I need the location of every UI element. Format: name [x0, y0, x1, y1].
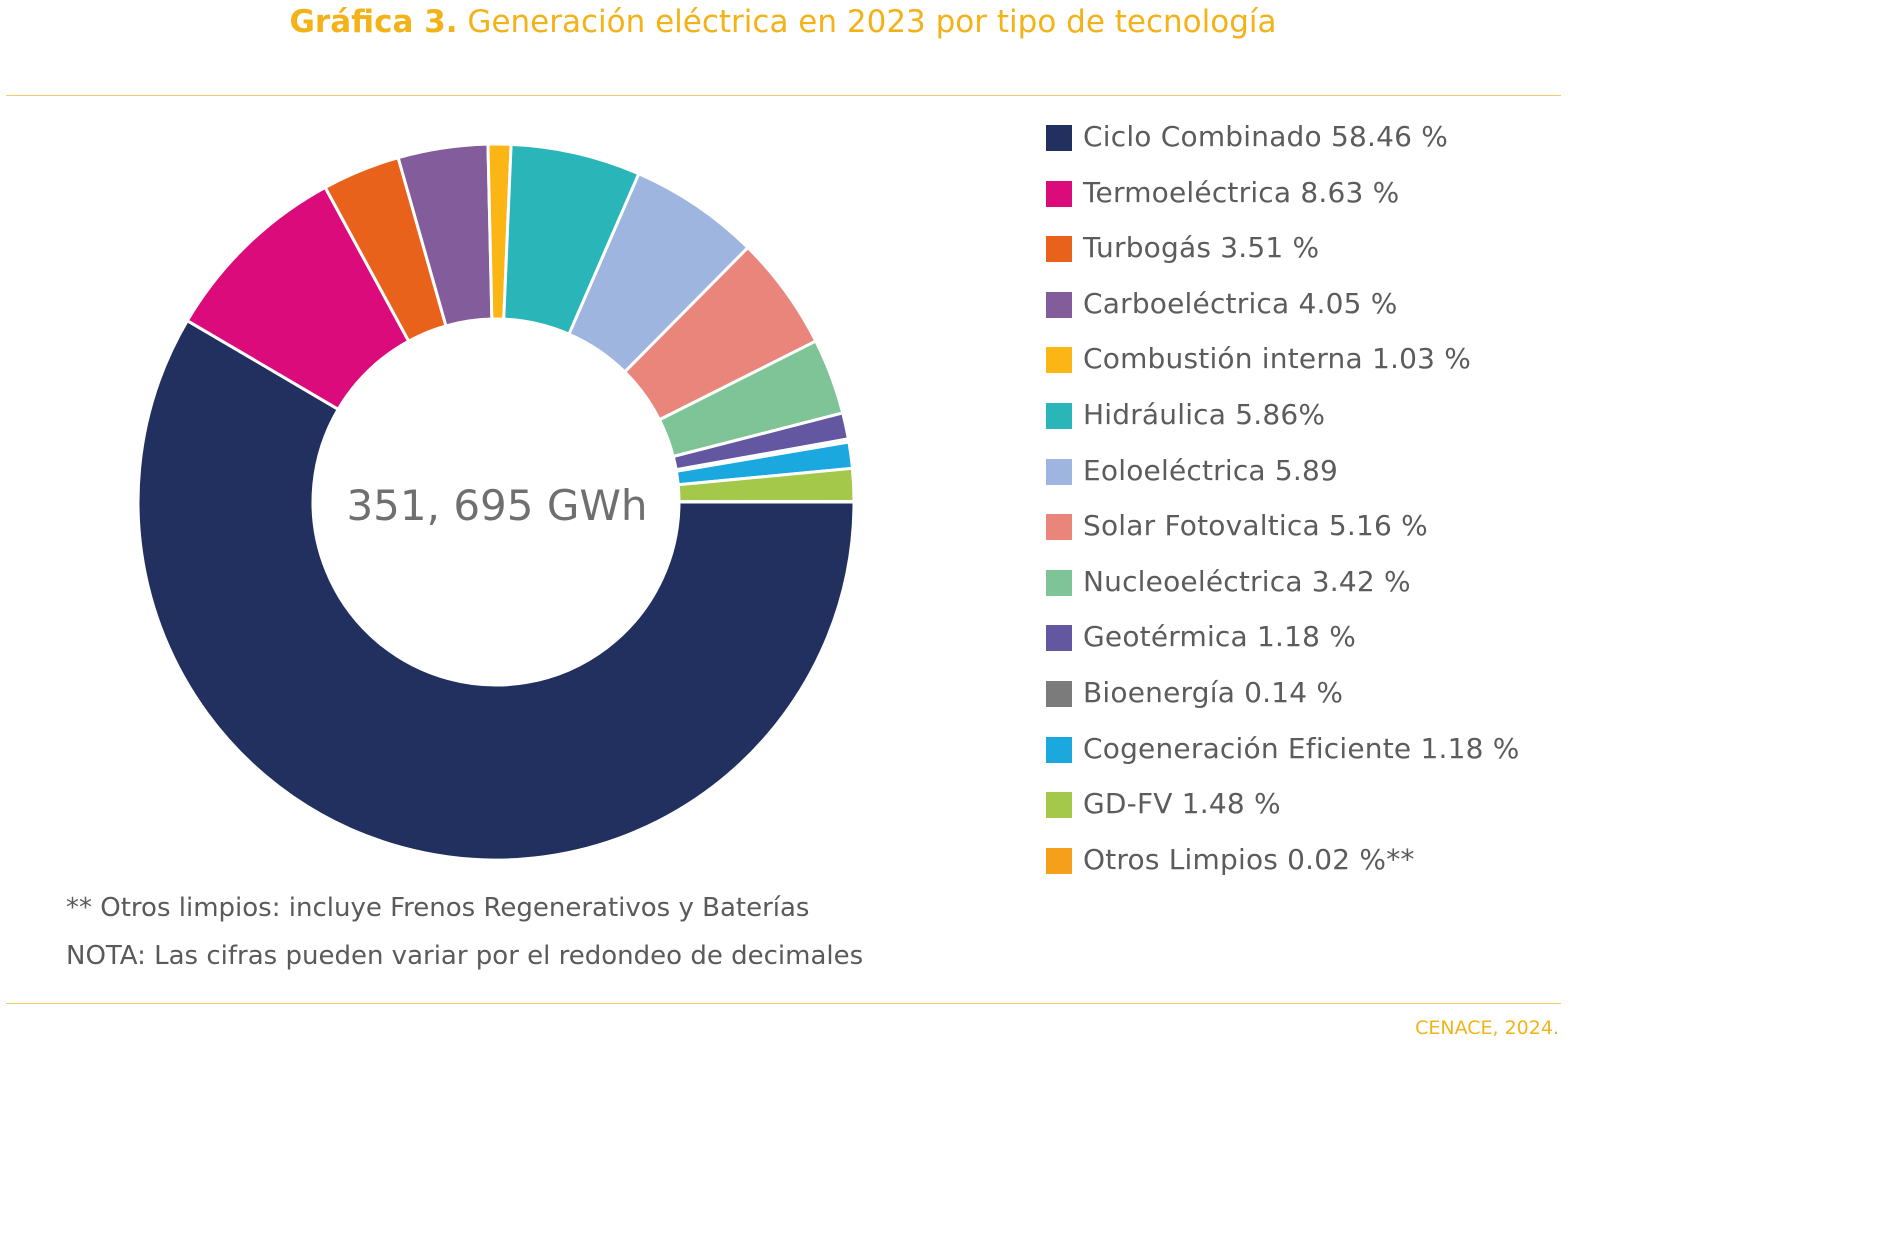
chart-title: Gráfica 3. Generación eléctrica en 2023 … [0, 4, 1566, 40]
legend-swatch [1046, 458, 1072, 485]
legend-swatch [1046, 291, 1072, 318]
legend-label: Turbogás 3.51 % [1083, 231, 1320, 265]
bottom-divider [6, 1003, 1561, 1004]
legend-swatch [1046, 680, 1072, 707]
legend-label: Carboeléctrica 4.05 % [1083, 286, 1398, 320]
legend-label: Bioenergía 0.14 % [1083, 675, 1344, 709]
chart-title-prefix: Gráfica 3. [289, 4, 458, 40]
legend-swatch [1046, 625, 1072, 652]
legend-swatch [1046, 514, 1072, 541]
legend-label: GD-FV 1.48 % [1083, 787, 1281, 821]
top-divider [6, 95, 1561, 96]
legend-swatch [1046, 347, 1072, 374]
legend-label: Hidráulica 5.86% [1083, 397, 1326, 431]
footnote-otros-limpios: ** Otros limpios: incluye Frenos Regener… [66, 893, 810, 923]
chart-title-text: Generación eléctrica en 2023 por tipo de… [467, 4, 1277, 40]
legend-swatch [1046, 236, 1072, 263]
legend-swatch [1046, 569, 1072, 596]
legend-label: Solar Fotovaltica 5.16 % [1083, 509, 1428, 543]
legend-swatch [1046, 180, 1072, 207]
footnote-rounding: NOTA: Las cifras pueden variar por el re… [66, 941, 864, 971]
legend-swatch [1046, 402, 1072, 429]
legend-label: Combustión interna 1.03 % [1083, 342, 1472, 376]
donut-chart: 351, 695 GWh [136, 142, 856, 862]
legend-label: Cogeneración Eficiente 1.18 % [1083, 731, 1520, 765]
legend-swatch [1046, 125, 1072, 151]
legend-swatch [1046, 792, 1072, 819]
donut-slices [136, 142, 856, 862]
legend-label: Ciclo Combinado 58.46 % [1083, 120, 1449, 153]
legend-swatch [1046, 736, 1072, 763]
legend-label: Geotérmica 1.18 % [1083, 620, 1357, 654]
legend-swatch [1046, 847, 1072, 874]
source-credit: CENACE, 2024. [1415, 1017, 1559, 1039]
legend-label: Otros Limpios 0.02 %** [1083, 842, 1415, 876]
donut-center-total: 351, 695 GWh [346, 481, 647, 530]
legend-label: Nucleoeléctrica 3.42 % [1083, 564, 1411, 598]
legend-label: Termoeléctrica 8.63 % [1083, 175, 1400, 209]
slice-ciclo-combinado [136, 319, 856, 862]
legend-label: Eoloeléctrica 5.89 [1083, 453, 1339, 487]
